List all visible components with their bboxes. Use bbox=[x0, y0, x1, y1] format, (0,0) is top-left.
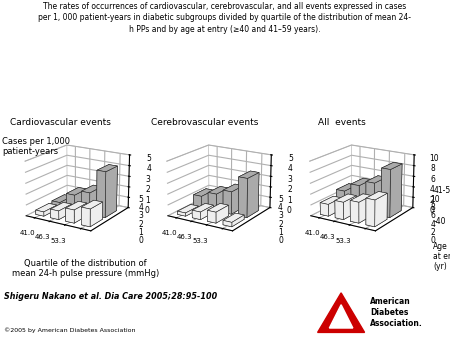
Text: 2: 2 bbox=[138, 220, 143, 229]
Polygon shape bbox=[329, 305, 353, 328]
Text: 4: 4 bbox=[278, 203, 283, 212]
Text: 5: 5 bbox=[138, 195, 143, 203]
Text: Quartile of the distribution of
mean 24-h pulse pressure (mmHg): Quartile of the distribution of mean 24-… bbox=[12, 259, 159, 278]
Text: 0: 0 bbox=[138, 237, 143, 245]
Text: -40: -40 bbox=[433, 217, 446, 226]
Text: Diabetes: Diabetes bbox=[370, 308, 408, 317]
Text: 0: 0 bbox=[430, 237, 435, 245]
Text: Cerebrovascular events: Cerebrovascular events bbox=[151, 118, 258, 127]
Text: 3: 3 bbox=[138, 212, 143, 220]
Text: 8: 8 bbox=[430, 203, 435, 212]
Text: The rates of occurrences of cardiovascular, cerebrovascular, and all events expr: The rates of occurrences of cardiovascul… bbox=[39, 2, 411, 33]
Text: Association.: Association. bbox=[370, 319, 423, 328]
Text: 0: 0 bbox=[278, 237, 283, 245]
Text: ©2005 by American Diabetes Association: ©2005 by American Diabetes Association bbox=[4, 327, 136, 333]
Text: 41-59: 41-59 bbox=[433, 187, 450, 195]
Polygon shape bbox=[318, 293, 364, 333]
Text: Cardiovascular events: Cardiovascular events bbox=[10, 118, 111, 127]
Text: 1: 1 bbox=[138, 228, 143, 237]
Text: 2: 2 bbox=[278, 220, 283, 229]
Text: 10: 10 bbox=[430, 195, 440, 203]
Text: Shigeru Nakano et al. Dia Care 2005;28:95-100: Shigeru Nakano et al. Dia Care 2005;28:9… bbox=[4, 292, 218, 301]
Text: 4: 4 bbox=[430, 220, 435, 229]
Text: 3: 3 bbox=[278, 212, 283, 220]
Text: Cases per 1,000
patient-years: Cases per 1,000 patient-years bbox=[2, 137, 70, 156]
Text: 2: 2 bbox=[430, 228, 435, 237]
Text: 5: 5 bbox=[278, 195, 283, 203]
Text: Age
at entry
(yr): Age at entry (yr) bbox=[433, 242, 450, 271]
Text: All  events: All events bbox=[318, 118, 366, 127]
Text: 1: 1 bbox=[278, 228, 283, 237]
Text: 4: 4 bbox=[138, 203, 143, 212]
Text: 6: 6 bbox=[430, 212, 435, 220]
Text: American: American bbox=[370, 297, 410, 306]
